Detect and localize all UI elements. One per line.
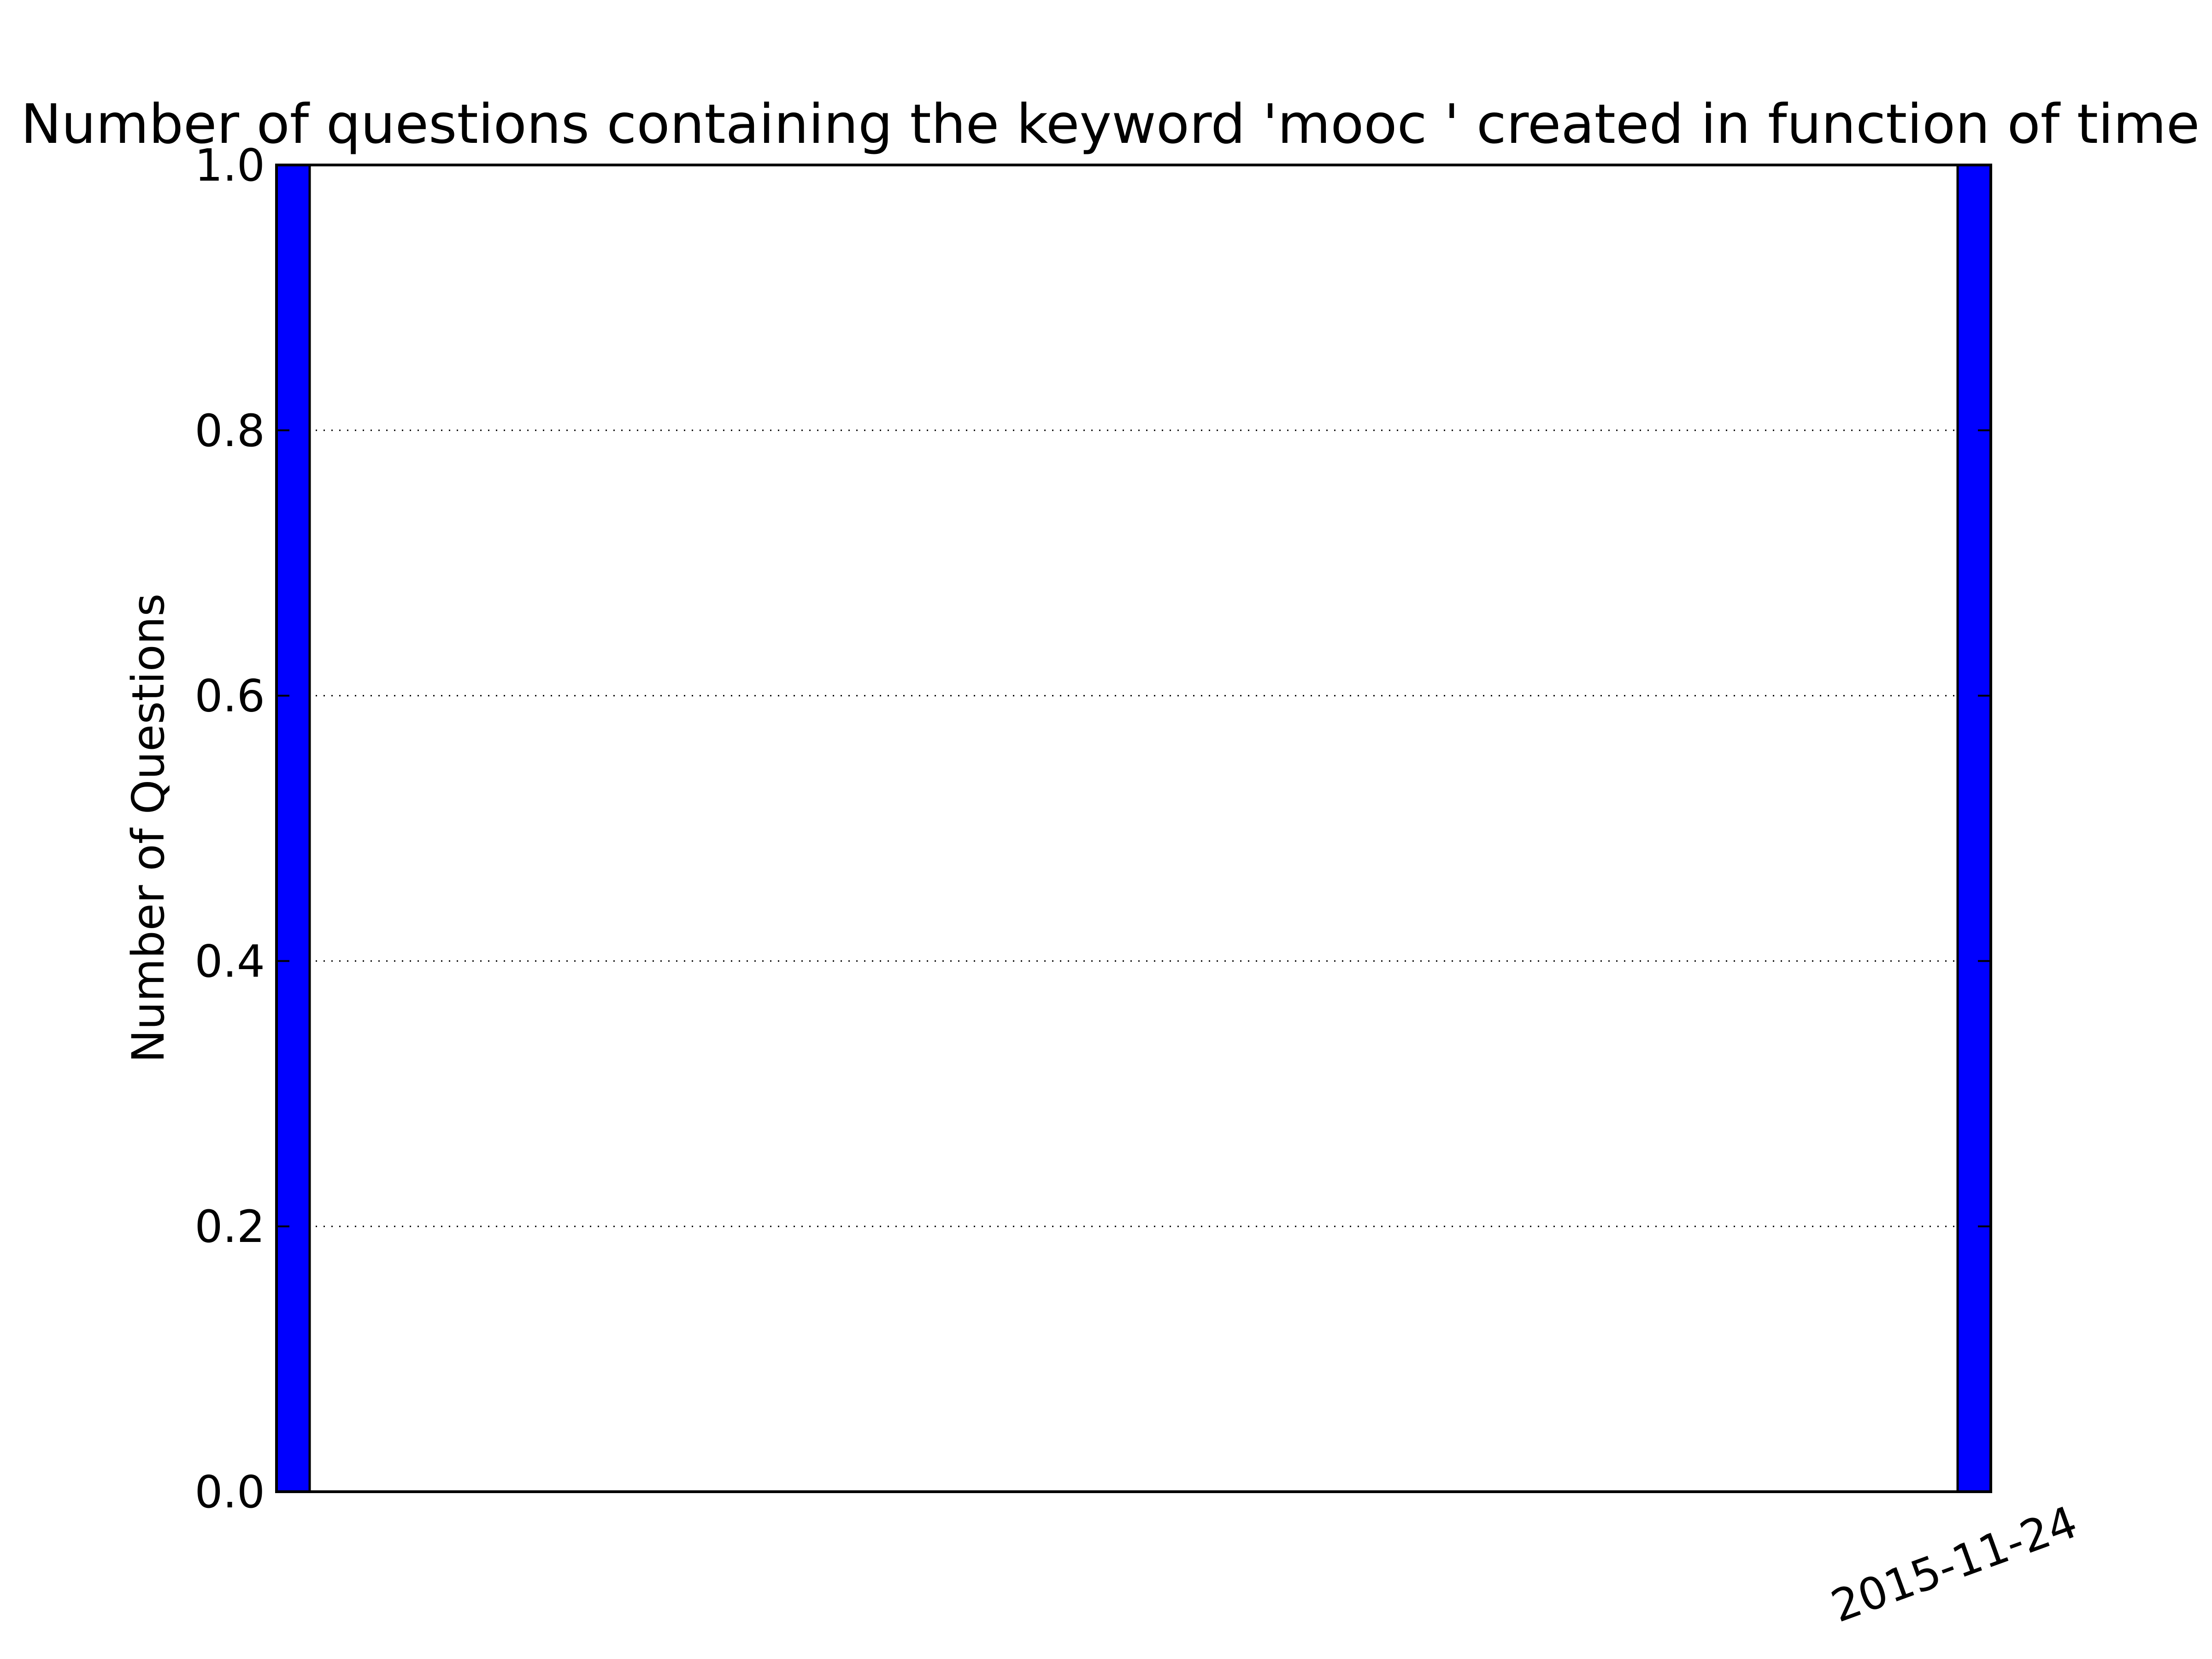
x-axis-ticks: 2015-11-24 xyxy=(1824,1496,2084,1632)
y-tick-label: 0.6 xyxy=(194,671,265,722)
y-axis-ticks: 0.0 0.2 0.4 0.6 0.8 1.0 xyxy=(194,140,1991,1518)
plot-area-frame xyxy=(275,164,1992,1493)
y-tick-label: 0.8 xyxy=(194,405,265,457)
y-tick-label: 0.4 xyxy=(194,935,265,987)
y-axis-label: Number of Questions xyxy=(123,594,174,1063)
y-tick-label: 0.2 xyxy=(194,1201,265,1253)
bar xyxy=(275,164,311,1493)
y-tick-label: 0.0 xyxy=(194,1466,265,1518)
y-tick-label: 1.0 xyxy=(194,140,265,191)
bars xyxy=(275,164,1992,1493)
chart-title: Number of questions containing the keywo… xyxy=(21,92,2200,156)
bar xyxy=(1956,164,1992,1493)
grid-lines xyxy=(276,429,1991,1227)
x-tick-label: 2015-11-24 xyxy=(1824,1496,2084,1632)
